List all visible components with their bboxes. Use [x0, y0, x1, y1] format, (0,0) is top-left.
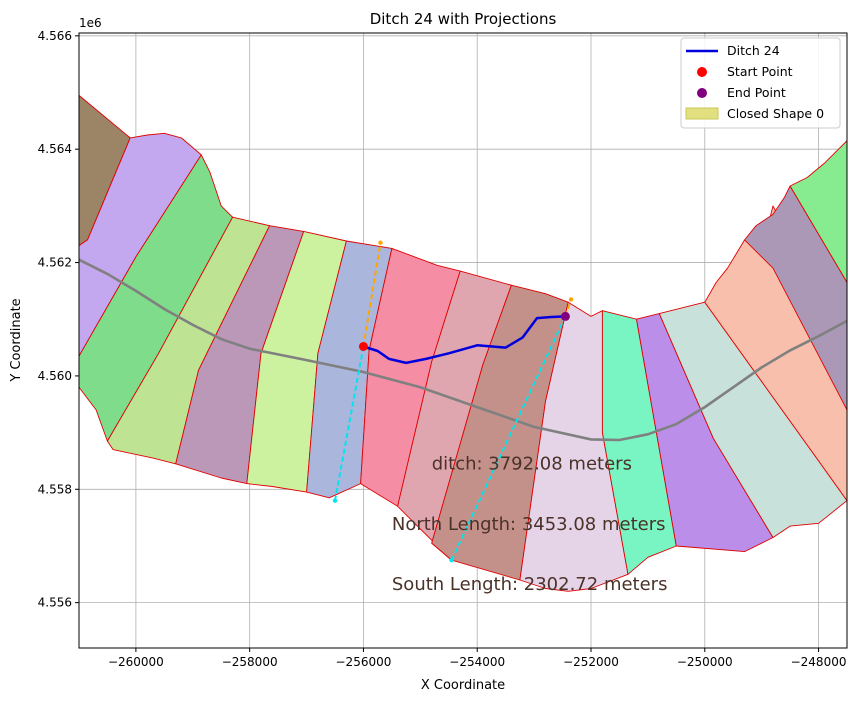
- legend-box: [680, 37, 841, 129]
- y-offset-label: 1e6: [79, 16, 102, 30]
- y-tick-label: 4.566: [38, 29, 72, 43]
- x-tick-label: −260000: [108, 655, 164, 669]
- x-tick-label: −248000: [791, 655, 847, 669]
- end-point-marker: [560, 311, 570, 321]
- projection-line: [334, 346, 365, 501]
- centerline-series: [79, 258, 847, 442]
- legend-start-label: Start Point: [727, 64, 793, 79]
- legend: Ditch 24 Start Point End Point Closed Sh…: [680, 37, 841, 129]
- y-tick-label: 4.562: [38, 256, 72, 270]
- legend-closed-shape-label: Closed Shape 0: [727, 106, 824, 121]
- y-tick-label: 4.564: [38, 142, 72, 156]
- y-tick-label: 4.556: [38, 596, 72, 610]
- legend-ditch-label: Ditch 24: [727, 43, 780, 58]
- annotations: ditch: 3792.08 meters North Length: 3453.…: [392, 453, 668, 595]
- projection-endpoint: [378, 240, 383, 245]
- projection-line: [450, 315, 567, 561]
- y-tick-label: 4.558: [38, 482, 72, 496]
- y-axis-label: Y Coordinate: [9, 298, 24, 382]
- legend-closed-shape-swatch: [685, 107, 719, 120]
- x-tick-label: −254000: [449, 655, 505, 669]
- annotation-label: North Length: 3453.08 meters: [392, 514, 666, 535]
- start-point-marker: [358, 341, 368, 351]
- x-tick-label: −258000: [222, 655, 278, 669]
- ditch-24-series: [363, 315, 566, 365]
- y-tick-label: 4.560: [38, 369, 72, 383]
- annotation-label: ditch: 3792.08 meters: [432, 453, 632, 474]
- annotation-label: South Length: 2302.72 meters: [392, 574, 668, 595]
- legend-start-swatch: [697, 67, 707, 77]
- projection-endpoint: [332, 498, 338, 503]
- chart-title: Ditch 24 with Projections: [370, 10, 557, 28]
- closed-shape: [519, 301, 629, 592]
- x-axis-label: X Coordinate: [421, 678, 505, 693]
- x-tick-label: −256000: [336, 655, 392, 669]
- closed-shape: [789, 140, 847, 283]
- projection-line: [362, 242, 382, 347]
- x-tick-label: −250000: [677, 655, 733, 669]
- projection-endpoint: [449, 557, 454, 563]
- legend-end-label: End Point: [727, 85, 786, 100]
- axis-ticks: −260000 −258000 −256000 −254000 −252000 −2500…: [38, 29, 847, 669]
- x-tick-label: −252000: [563, 655, 619, 669]
- line-series: [79, 240, 847, 563]
- plot-frame: [78, 32, 848, 649]
- projection-endpoint: [568, 297, 574, 302]
- legend-end-swatch: [697, 88, 707, 98]
